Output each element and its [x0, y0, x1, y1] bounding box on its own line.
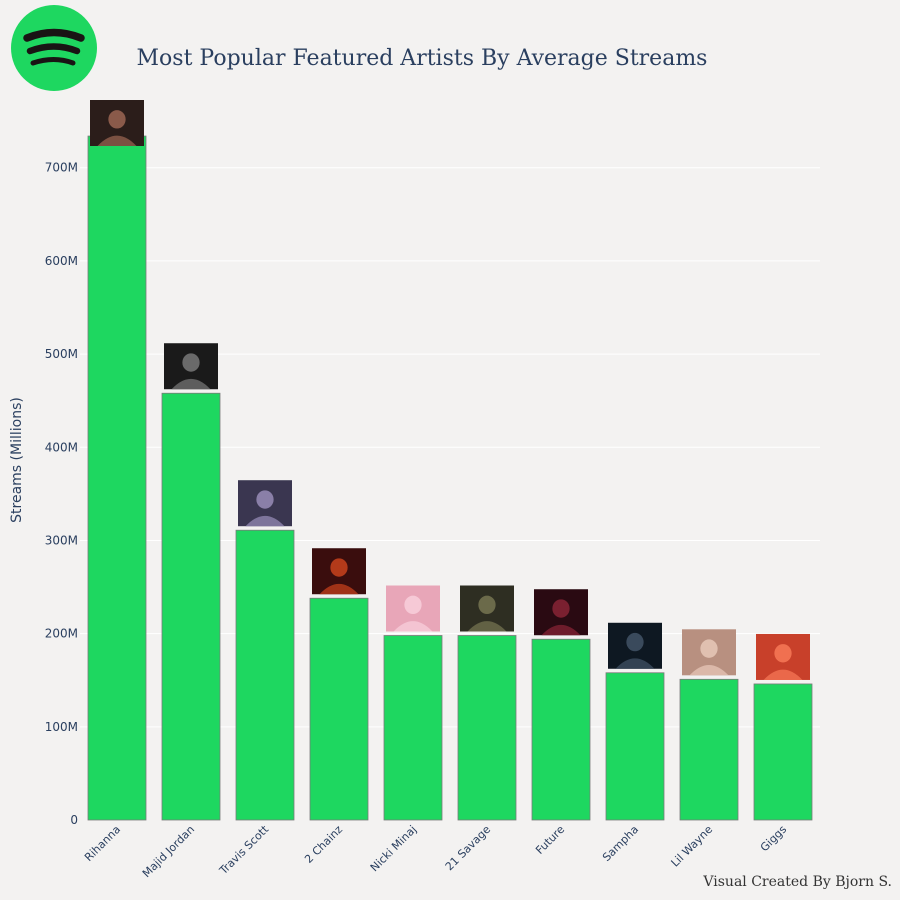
y-tick-label: 200M [45, 627, 78, 641]
artist-photo [608, 622, 662, 669]
x-tick-label: Rihanna [82, 823, 123, 864]
bar [87, 135, 147, 821]
artist-photo [386, 585, 440, 632]
x-tick-label: Nicki Minaj [368, 823, 419, 874]
artist-photo [534, 589, 588, 636]
artist-photo [164, 343, 218, 390]
artist-photo [90, 100, 144, 146]
bar [531, 638, 591, 821]
y-axis: 0 100M 200M 300M 400M 500M 600M 700M [45, 161, 78, 827]
x-tick-label: Giggs [758, 823, 789, 854]
bar [679, 678, 739, 821]
bar [753, 683, 813, 821]
x-tick-label: Sampha [600, 823, 641, 864]
photo-head [700, 639, 718, 658]
artist-photo [460, 585, 514, 632]
photo-head [182, 353, 200, 372]
x-tick-label: 2 Chainz [302, 823, 345, 866]
x-tick-label: Travis Scott [216, 822, 271, 877]
bar [161, 392, 221, 821]
photo-body [393, 621, 433, 632]
photo-head [478, 595, 496, 615]
y-tick-label: 100M [45, 720, 78, 734]
photo-body [97, 135, 137, 146]
bar [309, 597, 369, 821]
photo-body [763, 669, 803, 680]
artist-photos [90, 100, 810, 680]
bars [87, 135, 813, 821]
chart-title: Most Popular Featured Artists By Average… [137, 46, 708, 71]
photo-head [330, 558, 348, 577]
photo-body [171, 378, 211, 390]
y-tick-label: 700M [45, 161, 78, 175]
x-axis: Rihanna Majid Jordan Travis Scott 2 Chainz N… [82, 822, 789, 880]
bar [383, 635, 443, 821]
bar [605, 672, 665, 821]
credit-text: Visual Created By Bjorn S. [702, 874, 892, 890]
spotify-logo-icon [11, 5, 97, 91]
bar [457, 635, 517, 821]
photo-body [689, 664, 729, 676]
photo-head [552, 599, 570, 618]
y-axis-label: Streams (Millions) [9, 397, 25, 523]
x-tick-label: 21 Savage [443, 823, 494, 874]
artist-photo [238, 480, 292, 527]
artist-photo [682, 629, 736, 676]
artist-photo [756, 633, 810, 680]
x-tick-label: Lil Wayne [669, 823, 716, 870]
photo-body [245, 515, 285, 527]
photo-head [774, 644, 792, 663]
y-tick-label: 0 [70, 813, 78, 827]
photo-head [626, 632, 644, 652]
photo-body [541, 624, 581, 636]
x-tick-label: Majid Jordan [140, 823, 197, 880]
x-tick-label: Future [533, 823, 567, 857]
y-tick-label: 300M [45, 533, 78, 547]
photo-body [319, 583, 359, 595]
y-tick-label: 400M [45, 440, 78, 454]
photo-body [467, 621, 507, 632]
bar [235, 529, 295, 821]
artist-photo [312, 548, 366, 595]
y-tick-label: 600M [45, 254, 78, 268]
y-tick-label: 500M [45, 347, 78, 361]
photo-head [108, 110, 126, 129]
photo-head [404, 595, 422, 615]
photo-body [615, 658, 655, 669]
photo-head [256, 490, 274, 509]
